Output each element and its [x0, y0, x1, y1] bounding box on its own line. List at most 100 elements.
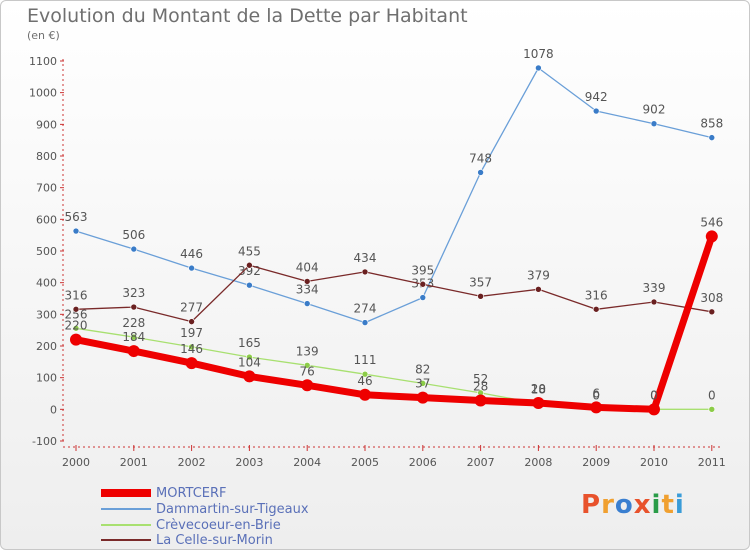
x-tick-label: 2009: [582, 456, 610, 469]
x-tick-label: 2006: [409, 456, 437, 469]
y-tick-label: 0: [50, 403, 57, 416]
legend-item-crevecoeur: Crèvecoeur-en-Brie: [101, 517, 281, 533]
brand-letter: o: [614, 490, 634, 520]
brand-letter: i: [674, 490, 685, 520]
x-tick-label: 2003: [235, 456, 263, 469]
y-tick-label: 500: [36, 245, 57, 258]
brand-letter: i: [651, 490, 662, 520]
y-tick-label: 1000: [29, 87, 57, 100]
data-point: [246, 261, 253, 269]
data-point: [359, 388, 371, 401]
data-label: 139: [296, 344, 319, 358]
data-label: 748: [469, 151, 492, 165]
data-label: 274: [354, 302, 377, 316]
legend-label: La Celle-sur-Morin: [156, 532, 273, 548]
data-label: 858: [700, 117, 723, 131]
data-point: [361, 319, 369, 326]
legend-label: Crèvecoeur-en-Brie: [156, 517, 281, 533]
data-label: 6: [592, 386, 600, 400]
legend-swatch-dammartin: [101, 508, 151, 510]
data-label: 228: [122, 316, 145, 330]
data-point: [361, 370, 369, 378]
series-line: [75, 67, 712, 324]
y-tick-label: 400: [36, 277, 57, 290]
y-tick-label: 200: [36, 340, 57, 353]
data-label: 104: [238, 355, 261, 369]
data-label: 563: [65, 210, 88, 224]
data-label: 37: [415, 377, 430, 391]
data-label: 18: [531, 383, 546, 397]
data-label: 506: [122, 228, 145, 242]
data-point: [416, 391, 429, 404]
brand-letter: P: [581, 490, 602, 520]
x-tick-label: 2008: [524, 456, 552, 469]
data-point: [477, 292, 484, 300]
data-point: [243, 370, 256, 383]
data-point: [650, 120, 658, 127]
x-tick-label: 2011: [698, 456, 726, 469]
data-point: [419, 380, 427, 387]
data-label: 357: [469, 275, 492, 289]
chart-title: Evolution du Montant de la Dette par Hab…: [27, 5, 468, 27]
legend-item-la-celle: La Celle-sur-Morin: [101, 532, 273, 548]
data-point: [188, 318, 195, 325]
x-tick-label: 2004: [293, 456, 321, 469]
data-point: [705, 230, 718, 243]
data-label: 323: [122, 286, 145, 300]
data-point: [188, 343, 195, 351]
data-point: [303, 362, 311, 369]
y-tick-label: -100: [32, 435, 57, 448]
legend-label: Dammartin-sur-Tigeaux: [156, 501, 309, 517]
data-label: 76: [300, 364, 315, 378]
series-line: [75, 235, 716, 413]
data-label: 111: [354, 353, 377, 367]
legend-swatch-mortcerf: [101, 489, 151, 497]
data-label: 220: [65, 319, 88, 333]
data-label: 52: [473, 372, 488, 386]
data-label: 184: [122, 330, 145, 344]
brand-letter: x: [633, 490, 652, 520]
data-label: 0: [708, 388, 716, 402]
data-label: 446: [180, 247, 203, 261]
data-label: 46: [357, 374, 372, 388]
data-label: 316: [65, 288, 88, 302]
data-label: 20: [531, 382, 546, 396]
data-point: [130, 303, 138, 311]
data-label: 308: [700, 291, 723, 305]
data-point: [72, 305, 80, 313]
data-label: 0: [592, 388, 600, 402]
data-label: 0: [650, 388, 658, 402]
data-label: 146: [180, 342, 203, 356]
data-point: [188, 264, 195, 272]
data-label: 316: [585, 288, 608, 302]
data-label: 404: [296, 260, 319, 274]
y-tick-label: 1100: [29, 55, 57, 68]
data-label: 546: [700, 215, 723, 229]
data-label: 197: [180, 326, 203, 340]
brand-letter: t: [661, 490, 675, 520]
data-point: [592, 305, 600, 313]
data-point: [708, 134, 716, 141]
x-tick-label: 2010: [640, 456, 668, 469]
data-point: [419, 280, 427, 288]
data-point: [185, 357, 198, 370]
data-point: [72, 227, 80, 235]
data-point: [708, 308, 716, 316]
data-label: 434: [354, 251, 377, 265]
data-point: [477, 169, 484, 176]
data-label: 339: [643, 281, 666, 295]
brand-letter: r: [601, 490, 615, 520]
data-point: [246, 353, 253, 361]
x-tick-label: 2005: [351, 456, 379, 469]
data-point: [303, 300, 311, 307]
data-point: [246, 281, 253, 289]
data-label: 277: [180, 301, 203, 315]
legend-swatch-crevecoeur: [101, 524, 151, 526]
data-point: [650, 298, 658, 306]
x-tick-label: 2002: [178, 456, 206, 469]
data-label: 82: [415, 362, 430, 376]
data-label: 942: [585, 90, 608, 104]
data-point: [301, 379, 314, 392]
data-point: [648, 403, 660, 416]
